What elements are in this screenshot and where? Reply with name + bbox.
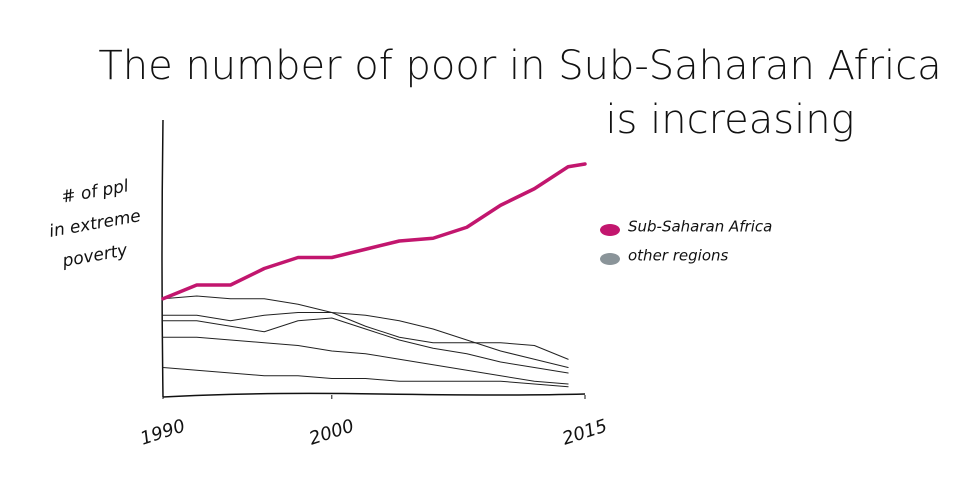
x-tick-label: 2015 [560, 415, 610, 449]
other-region-line [162, 312, 569, 360]
x-tick-label: 2000 [307, 415, 357, 449]
other-region-line [162, 295, 569, 368]
chart-title: is increasing [605, 97, 854, 143]
y-axis [161, 119, 164, 398]
legend-label: other regions [628, 247, 728, 265]
other-region-line [162, 367, 569, 388]
other-region-line [162, 336, 569, 385]
legend-swatch [600, 224, 620, 236]
y-axis-label: # of ppl [60, 176, 130, 208]
x-tick-label: 1990 [138, 415, 188, 449]
x-axis [162, 392, 586, 398]
legend-label: Sub-Saharan Africa [628, 218, 772, 236]
legend-swatch [600, 253, 620, 265]
y-axis-label: poverty [60, 240, 130, 271]
y-axis-label: in extreme [48, 206, 143, 242]
other-region-line [162, 317, 569, 374]
ssa-line [161, 162, 587, 301]
chart-title: The number of poor in Sub-Saharan Africa [98, 43, 941, 89]
